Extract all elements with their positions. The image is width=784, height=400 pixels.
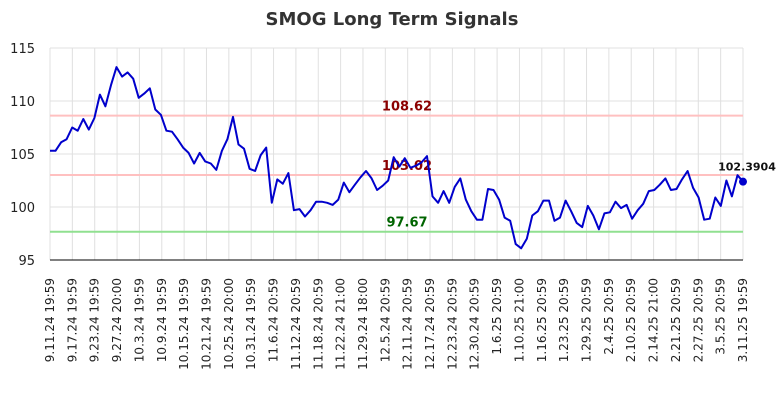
x-tick-label: 9.17.24 19:59	[65, 278, 79, 362]
y-tick-label: 95	[18, 254, 35, 269]
series	[50, 66, 744, 250]
x-tick-label: 9.27.24 20:00	[110, 278, 124, 362]
last-point-marker	[739, 177, 747, 186]
x-tick-label: 2.4.25 20:59	[602, 278, 616, 355]
x-tick-label: 9.23.24 19:59	[88, 278, 102, 362]
y-tick-label: 115	[10, 42, 35, 57]
reference-line-label: 97.67	[386, 216, 427, 231]
x-tick-label: 11.22.24 21:00	[334, 278, 348, 370]
last-point: 102.3904	[718, 161, 776, 186]
last-point-label: 102.3904	[718, 161, 776, 174]
x-tick-label: 11.29.24 18:00	[356, 278, 370, 370]
x-tick-label: 1.23.25 20:59	[557, 278, 571, 362]
x-tick-label: 10.3.24 19:59	[132, 278, 146, 362]
x-tick-label: 12.5.24 20:59	[378, 278, 392, 362]
x-tick-label: 1.16.25 20:59	[535, 278, 549, 362]
x-tick-label: 12.23.24 20:59	[445, 278, 459, 370]
x-tick-label: 10.21.24 19:59	[199, 278, 213, 370]
x-tick-label: 2.21.25 20:59	[669, 278, 683, 362]
x-tick-label: 11.18.24 20:59	[311, 278, 325, 370]
y-axis-ticks: 95 100 105 110 115	[10, 42, 35, 269]
x-tick-label: 2.27.25 20:59	[691, 278, 705, 362]
x-tick-label: 1.6.25 20:59	[490, 278, 504, 355]
chart-title: SMOG Long Term Signals	[266, 9, 519, 30]
x-tick-label: 3.11.25 19:59	[736, 278, 750, 362]
x-tick-label: 11.6.24 20:59	[267, 278, 281, 362]
x-tick-label: 11.12.24 20:59	[289, 278, 303, 370]
x-tick-label: 3.5.25 20:59	[714, 278, 728, 355]
y-tick-label: 110	[10, 95, 35, 110]
x-tick-label: 10.15.24 19:59	[177, 278, 191, 370]
x-tick-label: 10.9.24 19:59	[155, 278, 169, 362]
x-tick-label: 1.29.25 20:59	[580, 278, 594, 362]
x-tick-label: 12.30.24 20:59	[468, 278, 482, 370]
x-tick-label: 12.11.24 20:59	[401, 278, 415, 370]
reference-line-label: 108.62	[382, 100, 432, 115]
x-tick-label: 12.17.24 20:59	[423, 278, 437, 370]
x-tick-label: 10.31.24 19:59	[244, 278, 258, 370]
x-tick-label: 2.14.25 21:00	[647, 278, 661, 362]
x-axis-ticks: 9.11.24 19:59 9.17.24 19:59 9.23.24 19:59 9…	[43, 278, 750, 370]
x-tick-label: 2.10.25 20:59	[624, 278, 638, 362]
y-tick-label: 105	[10, 148, 35, 163]
x-tick-label: 10.25.24 20:00	[222, 278, 236, 370]
x-tick-label: 9.11.24 19:59	[43, 278, 57, 362]
grid	[49, 47, 744, 261]
series-line	[50, 66, 744, 250]
y-tick-label: 100	[10, 201, 35, 216]
x-tick-label: 1.10.25 21:00	[512, 278, 526, 362]
